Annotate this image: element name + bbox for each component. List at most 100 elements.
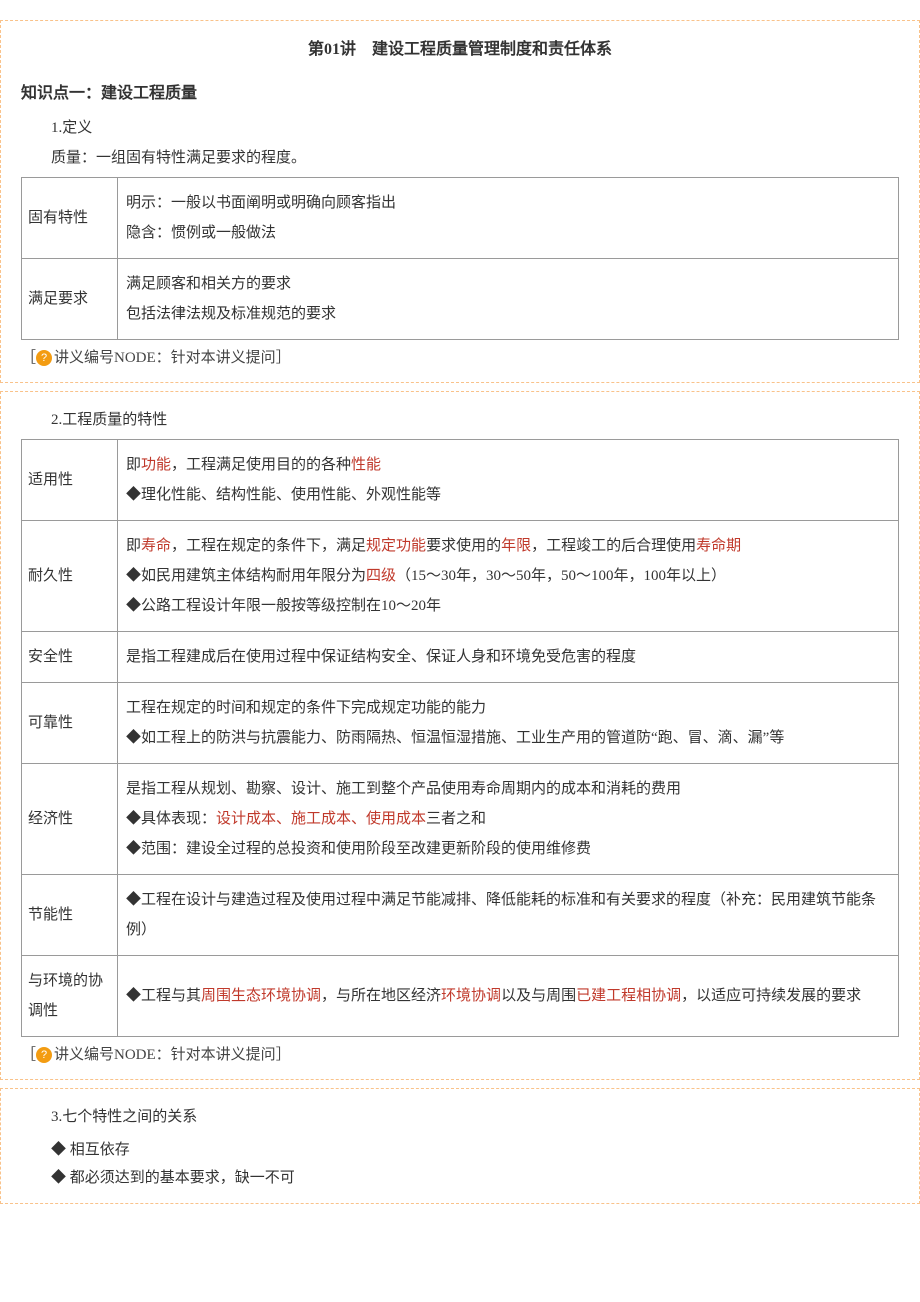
bullet-list: ◆ 相互依存◆ 都必须达到的基本要求，缺一不可: [21, 1136, 899, 1193]
plain-text: ，工程竣工的后合理使用: [531, 538, 696, 554]
plain-text: ◆工程在设计与建造过程及使用过程中满足节能减排、降低能耗的标准和有关要求的程度（…: [126, 892, 876, 938]
plain-text: ，工程满足使用目的的各种: [171, 457, 351, 473]
cell-line: 即寿命，工程在规定的条件下，满足规定功能要求使用的年限，工程竣工的后合理使用寿命…: [126, 531, 890, 561]
table-row: 经济性是指工程从规划、勘察、设计、施工到整个产品使用寿命周期内的成本和消耗的费用…: [22, 763, 899, 874]
cell-line: 满足顾客和相关方的要求: [126, 269, 890, 299]
section-box: 3.七个特性之间的关系 ◆ 相互依存◆ 都必须达到的基本要求，缺一不可: [0, 1088, 920, 1204]
plain-text: ◆具体表现：: [126, 811, 216, 827]
table-row: 满足要求满足顾客和相关方的要求包括法律法规及标准规范的要求: [22, 258, 899, 339]
row-value: ◆工程与其周围生态环境协调，与所在地区经济环境协调以及与周围已建工程相协调，以适…: [118, 955, 899, 1036]
row-value: 即寿命，工程在规定的条件下，满足规定功能要求使用的年限，工程竣工的后合理使用寿命…: [118, 520, 899, 631]
highlight-text: 寿命: [141, 538, 171, 554]
plain-text: 满足顾客和相关方的要求: [126, 276, 291, 292]
cell-line: 工程在规定的时间和规定的条件下完成规定功能的能力: [126, 693, 890, 723]
highlight-text: 环境协调: [441, 988, 501, 1004]
row-key: 可靠性: [22, 682, 118, 763]
section-box: 第01讲 建设工程质量管理制度和责任体系知识点一：建设工程质量 1.定义质量：一组…: [0, 20, 920, 383]
row-value: 工程在规定的时间和规定的条件下完成规定功能的能力 ◆如工程上的防洪与抗震能力、防雨…: [118, 682, 899, 763]
content-table: 固有特性明示：一般以书面阐明或明确向顾客指出隐含：惯例或一般做法满足要求满足顾客…: [21, 177, 899, 340]
highlight-text: 已建工程相协调: [576, 988, 681, 1004]
row-key: 与环境的协调性: [22, 955, 118, 1036]
row-value: 是指工程从规划、勘察、设计、施工到整个产品使用寿命周期内的成本和消耗的费用 ◆具体…: [118, 763, 899, 874]
cell-line: ◆范围：建设全过程的总投资和使用阶段至改建更新阶段的使用维修费: [126, 834, 890, 864]
plain-text: 即: [126, 457, 141, 473]
highlight-text: 寿命期: [696, 538, 741, 554]
plain-text: ◆如工程上的防洪与抗震能力、防雨隔热、恒温恒湿措施、工业生产用的管道防“跑、冒、…: [126, 730, 784, 746]
plain-text: 要求使用的: [426, 538, 501, 554]
row-key: 经济性: [22, 763, 118, 874]
section-box: 2.工程质量的特性适用性即功能，工程满足使用目的的各种性能◆理化性能、结构性能、…: [0, 391, 920, 1080]
plain-text: 工程在规定的时间和规定的条件下完成规定功能的能力: [126, 700, 486, 716]
cell-line: 隐含：惯例或一般做法: [126, 218, 890, 248]
table-row: 与环境的协调性 ◆工程与其周围生态环境协调，与所在地区经济环境协调以及与周围已建工…: [22, 955, 899, 1036]
plain-text: 包括法律法规及标准规范的要求: [126, 306, 336, 322]
highlight-text: 设计成本、施工成本、使用成本: [216, 811, 426, 827]
row-key: 耐久性: [22, 520, 118, 631]
sub-heading: 3.七个特性之间的关系: [21, 1103, 899, 1132]
cell-line: ◆公路工程设计年限一般按等级控制在10～20年: [126, 591, 890, 621]
page-title: 第01讲 建设工程质量管理制度和责任体系: [21, 35, 899, 65]
row-value: 是指工程建成后在使用过程中保证结构安全、保证人身和环境免受危害的程度: [118, 631, 899, 682]
plain-text: 是指工程建成后在使用过程中保证结构安全、保证人身和环境免受危害的程度: [126, 649, 636, 665]
sub-heading: 2.工程质量的特性: [21, 406, 899, 435]
row-value: 即功能，工程满足使用目的的各种性能 ◆理化性能、结构性能、使用性能、外观性能等: [118, 439, 899, 520]
table-row: 固有特性明示：一般以书面阐明或明确向顾客指出隐含：惯例或一般做法: [22, 177, 899, 258]
knowledge-point-heading: 知识点一：建设工程质量: [21, 79, 899, 109]
lecture-note: ［?讲义编号NODE：针对本讲义提问］: [21, 344, 899, 373]
plain-text: ，工程在规定的条件下，满足: [171, 538, 366, 554]
cell-line: ◆工程与其周围生态环境协调，与所在地区经济环境协调以及与周围已建工程相协调，以适…: [126, 981, 890, 1011]
table-row: 耐久性即寿命，工程在规定的条件下，满足规定功能要求使用的年限，工程竣工的后合理使…: [22, 520, 899, 631]
cell-line: ◆如民用建筑主体结构耐用年限分为四级（15～30年，30～50年，50～100年…: [126, 561, 890, 591]
highlight-text: 年限: [501, 538, 531, 554]
highlight-text: 规定功能: [366, 538, 426, 554]
highlight-text: 功能: [141, 457, 171, 473]
row-key: 安全性: [22, 631, 118, 682]
plain-text: 以及与周围: [501, 988, 576, 1004]
plain-text: ◆公路工程设计年限一般按等级控制在10～20年: [126, 598, 441, 614]
highlight-text: 周围生态环境协调: [201, 988, 321, 1004]
plain-text: ◆工程与其: [126, 988, 201, 1004]
note-text: 讲义编号NODE：针对本讲义提问: [54, 350, 276, 366]
table-row: 适用性即功能，工程满足使用目的的各种性能 ◆理化性能、结构性能、使用性能、外观性能…: [22, 439, 899, 520]
row-key: 满足要求: [22, 258, 118, 339]
cell-line: 明示：一般以书面阐明或明确向顾客指出: [126, 188, 890, 218]
cell-line: ◆理化性能、结构性能、使用性能、外观性能等: [126, 480, 890, 510]
row-value: 明示：一般以书面阐明或明确向顾客指出隐含：惯例或一般做法: [118, 177, 899, 258]
cell-line: 是指工程建成后在使用过程中保证结构安全、保证人身和环境免受危害的程度: [126, 642, 890, 672]
question-icon: ?: [36, 350, 52, 366]
sub-heading: 1.定义: [21, 114, 899, 143]
highlight-text: 四级: [366, 568, 396, 584]
plain-text: 是指工程从规划、勘察、设计、施工到整个产品使用寿命周期内的成本和消耗的费用: [126, 781, 681, 797]
plain-text: 即: [126, 538, 141, 554]
table-row: 节能性◆工程在设计与建造过程及使用过程中满足节能减排、降低能耗的标准和有关要求的…: [22, 874, 899, 955]
question-icon: ?: [36, 1047, 52, 1063]
plain-text: ，以适应可持续发展的要求: [681, 988, 861, 1004]
plain-text: 三者之和: [426, 811, 486, 827]
content-table: 适用性即功能，工程满足使用目的的各种性能◆理化性能、结构性能、使用性能、外观性能…: [21, 439, 899, 1037]
row-key: 固有特性: [22, 177, 118, 258]
bullet-item: ◆ 都必须达到的基本要求，缺一不可: [21, 1164, 899, 1193]
row-key: 节能性: [22, 874, 118, 955]
row-value: 满足顾客和相关方的要求包括法律法规及标准规范的要求: [118, 258, 899, 339]
highlight-text: 性能: [351, 457, 381, 473]
cell-line: ◆工程在设计与建造过程及使用过程中满足节能减排、降低能耗的标准和有关要求的程度（…: [126, 885, 890, 945]
cell-line: 即功能，工程满足使用目的的各种性能: [126, 450, 890, 480]
note-text: 讲义编号NODE：针对本讲义提问: [54, 1047, 276, 1063]
row-key: 适用性: [22, 439, 118, 520]
plain-text: （15～30年，30～50年，50～100年，100年以上）: [396, 568, 726, 584]
plain-text: ◆范围：建设全过程的总投资和使用阶段至改建更新阶段的使用维修费: [126, 841, 591, 857]
bullet-item: ◆ 相互依存: [21, 1136, 899, 1165]
table-row: 安全性是指工程建成后在使用过程中保证结构安全、保证人身和环境免受危害的程度: [22, 631, 899, 682]
row-value: ◆工程在设计与建造过程及使用过程中满足节能减排、降低能耗的标准和有关要求的程度（…: [118, 874, 899, 955]
plain-text: 隐含：惯例或一般做法: [126, 225, 276, 241]
intro-text: 质量：一组固有特性满足要求的程度。: [21, 144, 899, 173]
cell-line: ◆如工程上的防洪与抗震能力、防雨隔热、恒温恒湿措施、工业生产用的管道防“跑、冒、…: [126, 723, 890, 753]
lecture-note: ［?讲义编号NODE：针对本讲义提问］: [21, 1041, 899, 1070]
cell-line: ◆具体表现：设计成本、施工成本、使用成本三者之和: [126, 804, 890, 834]
plain-text: ，与所在地区经济: [321, 988, 441, 1004]
plain-text: ◆如民用建筑主体结构耐用年限分为: [126, 568, 366, 584]
cell-line: 是指工程从规划、勘察、设计、施工到整个产品使用寿命周期内的成本和消耗的费用: [126, 774, 890, 804]
cell-line: 包括法律法规及标准规范的要求: [126, 299, 890, 329]
plain-text: 明示：一般以书面阐明或明确向顾客指出: [126, 195, 396, 211]
plain-text: ◆理化性能、结构性能、使用性能、外观性能等: [126, 487, 441, 503]
